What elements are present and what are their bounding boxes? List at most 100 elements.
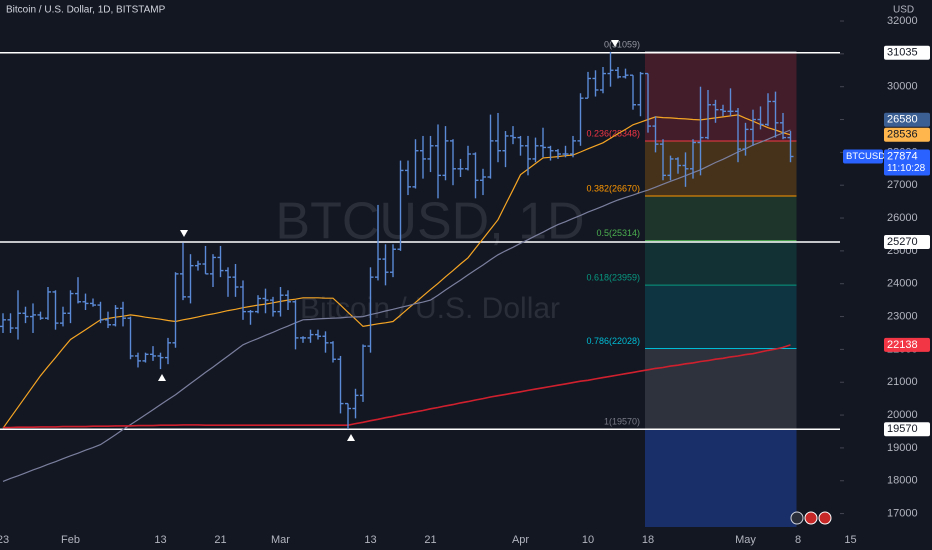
ohlc-bar bbox=[787, 131, 794, 163]
x-tick-label: 13 bbox=[364, 534, 376, 546]
ohlc-bar bbox=[172, 272, 179, 348]
ohlc-bar bbox=[765, 93, 771, 127]
pivot-low-marker bbox=[158, 374, 166, 381]
ohlc-bar bbox=[577, 93, 584, 146]
ohlc-bar bbox=[240, 280, 246, 320]
icon[interactable] bbox=[818, 511, 832, 525]
x-tick-label: Feb bbox=[61, 534, 80, 546]
y-tick-label: 20000 bbox=[887, 409, 918, 421]
last-price-label: 27874 bbox=[887, 150, 918, 162]
ohlc-bar bbox=[510, 126, 516, 145]
ohlc-bar bbox=[607, 51, 614, 87]
ohlc-bar bbox=[375, 204, 381, 281]
y-tick-label: 19000 bbox=[887, 442, 918, 454]
x-tick-label: May bbox=[735, 534, 756, 546]
pivot-high-marker bbox=[180, 230, 188, 237]
y-tick-label: 30000 bbox=[887, 81, 918, 93]
x-tick-label: 13 bbox=[154, 534, 166, 546]
ohlc-bar bbox=[532, 137, 539, 163]
ohlc-bar bbox=[502, 131, 509, 168]
fib-label: 0.618(23959) bbox=[586, 272, 640, 282]
ohlc-bar bbox=[217, 245, 224, 278]
ohlc-bar bbox=[142, 352, 149, 363]
ohlc-bar bbox=[652, 116, 659, 153]
ohlc-bar bbox=[750, 109, 756, 146]
last-price-box bbox=[884, 149, 930, 176]
ohlc-bar bbox=[255, 295, 261, 314]
ohlc-bar bbox=[405, 160, 411, 196]
icon[interactable] bbox=[790, 511, 804, 525]
ohlc-bar bbox=[352, 388, 359, 419]
y-tick-label: 23000 bbox=[887, 310, 918, 322]
ohlc-bar bbox=[517, 135, 524, 156]
x-tick-label: 18 bbox=[642, 534, 654, 546]
ohlc-bar bbox=[412, 139, 419, 189]
ohlc-bar bbox=[637, 71, 644, 117]
moving-average-line bbox=[2, 129, 791, 482]
price-label-box bbox=[884, 127, 930, 142]
ohlc-bar bbox=[570, 135, 576, 158]
ohlc-bar bbox=[450, 139, 456, 186]
ohlc-bar bbox=[120, 301, 126, 327]
pivot-high-marker bbox=[611, 40, 619, 47]
ohlc-bar bbox=[772, 91, 779, 138]
watermark: BTCUSD, 1D Bitcoin / U.S. Dollar bbox=[275, 193, 584, 325]
fib-label: 0.236(28348) bbox=[586, 128, 640, 138]
ohlc-bar bbox=[127, 316, 134, 360]
fib-label: 0.382(26670) bbox=[586, 183, 640, 193]
fib-zone bbox=[645, 196, 797, 241]
ohlc-bar bbox=[225, 267, 231, 297]
ohlc-bar bbox=[660, 139, 666, 181]
chart-title: Bitcoin / U.S. Dollar, 1D, BITSTAMP bbox=[6, 5, 166, 16]
watermark-symbol: BTCUSD, 1D bbox=[275, 193, 584, 251]
ohlc-bar bbox=[135, 352, 141, 368]
y-tick-label: 18000 bbox=[887, 475, 918, 487]
ohlc-bar bbox=[30, 303, 36, 333]
ohlc-bar bbox=[292, 300, 299, 350]
ohlc-bar bbox=[592, 70, 599, 97]
fib-label: 0.5(25314) bbox=[596, 228, 640, 238]
ohlc-bar bbox=[165, 337, 171, 365]
countdown-label: 11:10:28 bbox=[887, 163, 926, 174]
price-label-box bbox=[884, 422, 930, 437]
ohlc-bar bbox=[472, 152, 479, 199]
ohlc-bar bbox=[720, 104, 726, 117]
ohlc-bar bbox=[690, 139, 696, 179]
ohlc-bar bbox=[427, 135, 434, 173]
x-tick-label: Mar bbox=[271, 534, 290, 546]
ohlc-bar bbox=[435, 124, 441, 199]
ohlc-bar bbox=[150, 346, 156, 361]
ohlc-bar bbox=[645, 72, 651, 133]
ohlc-bar bbox=[60, 306, 66, 327]
moving-average-line bbox=[3, 344, 791, 429]
price-label: 22138 bbox=[887, 339, 918, 351]
ohlc-bar bbox=[487, 114, 494, 179]
ohlc-bar bbox=[67, 290, 74, 324]
ohlc-bar bbox=[667, 155, 674, 181]
y-tick-label: 32000 bbox=[887, 15, 918, 27]
ohlc-bar bbox=[90, 298, 96, 307]
ohlc-bar bbox=[210, 254, 216, 288]
price-label-box bbox=[884, 337, 930, 352]
ohlc-bar bbox=[675, 157, 681, 174]
ohlc-bar bbox=[697, 86, 704, 176]
moving-average-line bbox=[2, 114, 791, 429]
price-label-box bbox=[884, 235, 930, 250]
ohlc-bar bbox=[322, 331, 329, 353]
ohlc-bar bbox=[307, 329, 314, 343]
y-tick-label: 21000 bbox=[887, 376, 918, 388]
pivot-markers bbox=[158, 40, 619, 441]
price-label-box bbox=[884, 45, 930, 60]
ohlc-bar bbox=[367, 267, 374, 353]
toolbar-icons bbox=[790, 511, 832, 525]
watermark-description: Bitcoin / U.S. Dollar bbox=[300, 292, 560, 325]
ohlc-bar bbox=[315, 329, 321, 340]
ohlc-bar bbox=[45, 287, 51, 320]
icon[interactable] bbox=[804, 511, 818, 525]
ohlc-bar bbox=[360, 344, 366, 402]
price-label-box bbox=[884, 112, 930, 127]
price-axis: 1700018000190002000021000220002300024000… bbox=[840, 15, 930, 519]
x-tick-label: 10 bbox=[582, 534, 594, 546]
ohlc-bar bbox=[37, 311, 44, 320]
ohlc-bar bbox=[630, 74, 636, 110]
